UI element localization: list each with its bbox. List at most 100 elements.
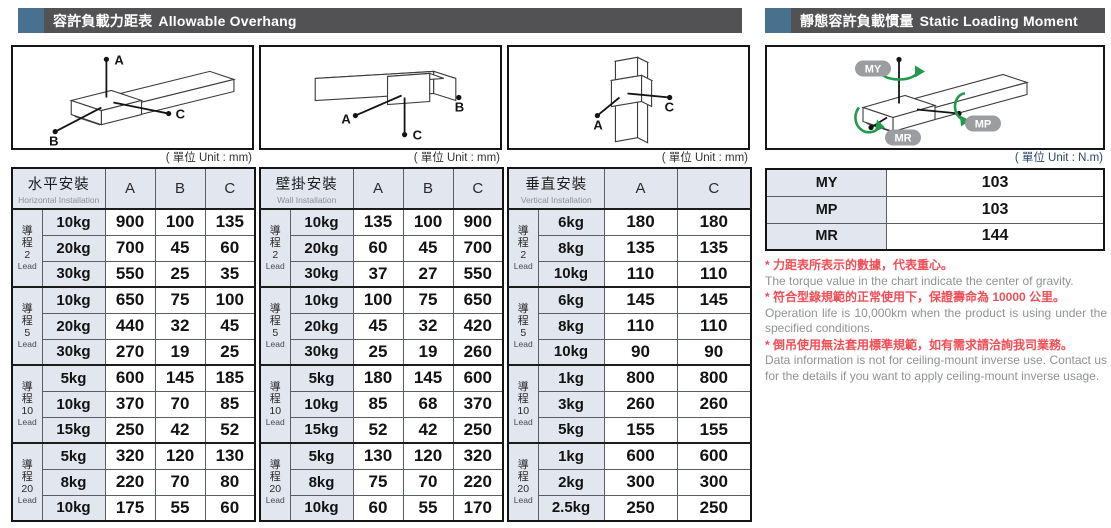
moment-key-cell: MR [765, 222, 888, 251]
value-cell: 650 [104, 286, 156, 314]
value-cell: 900 [452, 208, 504, 236]
value-cell: 800 [676, 364, 752, 392]
value-cell: 250 [104, 416, 156, 444]
table-row: 導程 5 Lead 6kg 145 145 [507, 286, 752, 366]
value-cell: 135 [676, 234, 752, 262]
value-cell: 170 [452, 494, 504, 522]
weight-cell: 3kg [537, 390, 605, 418]
lead-zh-char: 程 [21, 471, 33, 483]
value-cell: 370 [452, 390, 504, 418]
value-cell: 800 [603, 364, 678, 392]
value-cell: 110 [676, 260, 752, 288]
value-cell: 180 [603, 208, 678, 236]
section-header-allowable-overhang: 容許負載力距表 Allowable Overhang [18, 8, 742, 33]
point-c-label: C [176, 107, 186, 122]
table-row: 30kg 25 19 260 [260, 338, 504, 366]
value-cell: 260 [676, 390, 752, 418]
lead-zh-char: 導 [21, 381, 33, 393]
lead-zh-char: 導 [269, 381, 281, 393]
value-cell: 250 [452, 416, 504, 444]
table-row: 2.5kg 250 250 [508, 494, 752, 522]
value-cell: 75 [402, 286, 454, 314]
moment-value-cell: 103 [886, 195, 1105, 224]
table-body: 導程 2 Lead 6kg 180 180 8kg 135 135 10kg 110 110 導程 5 Le… [507, 208, 752, 522]
section-header-text: 靜態容許負載慣量 Static Loading Moment [791, 8, 1078, 33]
value-cell: 220 [452, 468, 504, 496]
weight-cell: 30kg [41, 338, 106, 366]
moment-diagram: MY MP MR [765, 45, 1105, 150]
vertical-installation-table: 垂直安裝 Vertical Installation A C 導程 2 Lead 6kg 180… [507, 167, 752, 522]
lead-cell: 導程 20 Lead [507, 442, 539, 522]
mp-badge [965, 115, 1001, 132]
lead-number: 2 [24, 249, 31, 261]
value-cell: 32 [402, 312, 454, 340]
wall-installation-column: A B C ( 單位 Unit : mm) 壁掛安裝 Wall Installat… [259, 45, 504, 522]
value-cell: 60 [352, 494, 404, 522]
value-cell: 650 [452, 286, 504, 314]
value-cell: 75 [352, 468, 404, 496]
installation-title-zh: 水平安裝 [27, 176, 90, 193]
moment-table-body: MY 103 MP 103 MR 144 [765, 168, 1105, 251]
header-row: 水平安裝 Horizontal Installation A B C [11, 167, 256, 210]
weight-cell: 10kg [537, 260, 605, 288]
installation-title-cell: 水平安裝 Horizontal Installation [11, 167, 106, 210]
weight-cell: 10kg [41, 286, 106, 314]
weight-cell: 20kg [41, 234, 106, 262]
column-header-a: A [104, 167, 156, 210]
wall-installation-diagram: A B C [259, 45, 502, 150]
lead-cell: 導程 10 Lead [507, 364, 539, 444]
lead-zh-char: 程 [21, 237, 33, 249]
moment-key-cell: MY [765, 168, 888, 197]
table-row: 30kg 37 27 550 [260, 260, 504, 288]
value-cell: 42 [402, 416, 454, 444]
moment-value-cell: 144 [886, 222, 1105, 251]
point-c-dot [166, 110, 172, 117]
value-cell: 110 [603, 312, 678, 340]
lead-zh-char: 導 [269, 225, 281, 237]
weight-cell: 10kg [289, 494, 354, 522]
lead-number: 10 [517, 405, 530, 417]
mp-badge-label: MP [975, 119, 992, 131]
my-badge [855, 60, 891, 77]
table-row: 導程 20 Lead 5kg 320 120 130 [11, 442, 256, 522]
mr-badge [885, 129, 921, 146]
horizontal-installation-diagram: A B C [11, 45, 254, 150]
value-cell: 52 [352, 416, 404, 444]
value-cell: 155 [676, 416, 752, 444]
table-row: 8kg 220 70 80 [12, 468, 256, 496]
lead-number: 2 [520, 249, 527, 261]
moment-row: MP 103 [765, 195, 1105, 224]
unit-label-mm: ( 單位 Unit : mm) [661, 152, 748, 164]
lead-en: Lead [513, 261, 533, 271]
value-cell: 370 [104, 390, 156, 418]
lead-en: Lead [513, 339, 533, 349]
note-line-zh: * 倒吊使用無法套用標準規範，如有需求請洽詢我司業務。 [765, 337, 1074, 352]
value-cell: 100 [402, 208, 454, 236]
column-header-c: C [676, 167, 752, 210]
note-line-en: The torque value in the chart indicate t… [765, 273, 1074, 288]
value-cell: 130 [204, 442, 256, 470]
weight-cell: 10kg [289, 208, 354, 236]
weight-cell: 15kg [289, 416, 354, 444]
weight-cell: 10kg [41, 390, 106, 418]
section-title-zh: 靜態容許負載慣量 [800, 12, 914, 29]
value-cell: 19 [402, 338, 454, 366]
table-body: 導程 2 Lead 10kg 900 100 135 20kg 700 45 60 30kg 550 25… [11, 208, 256, 522]
header-accent-square [765, 8, 791, 33]
lead-en: Lead [17, 339, 37, 349]
point-a-dot [594, 112, 600, 119]
note-line-en: Data information is not for ceiling-moun… [765, 353, 1107, 383]
lead-number: 5 [520, 327, 527, 339]
table-row: 導程 2 Lead 6kg 180 180 [507, 208, 752, 288]
lead-zh-char: 導 [517, 381, 529, 393]
value-cell: 145 [154, 364, 206, 392]
value-cell: 100 [352, 286, 404, 314]
value-cell: 75 [154, 286, 206, 314]
section-title-en: Static Loading Moment [919, 12, 1078, 29]
value-cell: 250 [603, 494, 678, 522]
value-cell: 85 [204, 390, 256, 418]
weight-cell: 5kg [41, 364, 106, 392]
point-c-dot [667, 94, 673, 101]
value-cell: 60 [204, 494, 256, 522]
table-row: 10kg 85 68 370 [260, 390, 504, 418]
